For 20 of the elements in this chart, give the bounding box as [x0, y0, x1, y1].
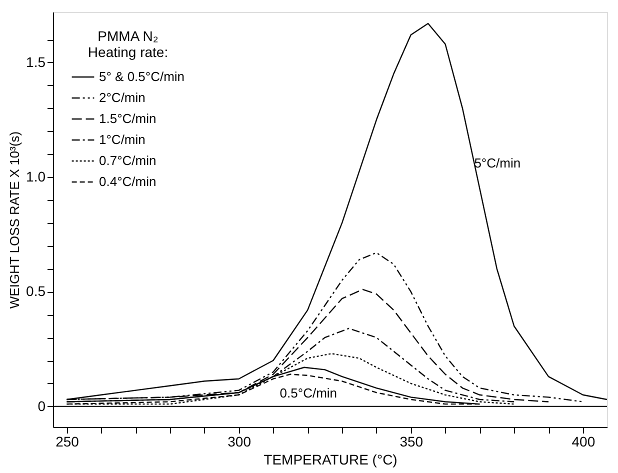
- legend-label: 1.5°C/min: [99, 111, 156, 126]
- y-tick-label: 1.5: [26, 54, 46, 70]
- x-axis-title: TEMPERATURE (°C): [264, 452, 398, 468]
- legend-label: 0.4°C/min: [99, 174, 156, 189]
- x-tick-label: 350: [400, 434, 424, 450]
- x-tick-label: 250: [56, 434, 80, 450]
- x-tick-label: 300: [228, 434, 252, 450]
- annotation: 5°C/min: [474, 156, 521, 171]
- text: PMMA N₂: [98, 28, 158, 44]
- legend-label: 0.7°C/min: [99, 153, 156, 168]
- y-tick-label: 0: [38, 398, 46, 414]
- x-tick-label: 400: [572, 434, 596, 450]
- legend-label: 5° & 0.5°C/min: [99, 69, 185, 84]
- y-axis-title: WEIGHT LOSS RATE X 10³(s): [7, 131, 22, 309]
- legend-label: 2°C/min: [99, 90, 146, 105]
- y-tick-label: 0.5: [26, 283, 46, 300]
- legend-label: 1°C/min: [99, 132, 146, 147]
- y-tick-label: 1.0: [26, 168, 46, 185]
- annotation: 0.5°C/min: [280, 385, 338, 400]
- text: Heating rate:: [88, 44, 168, 60]
